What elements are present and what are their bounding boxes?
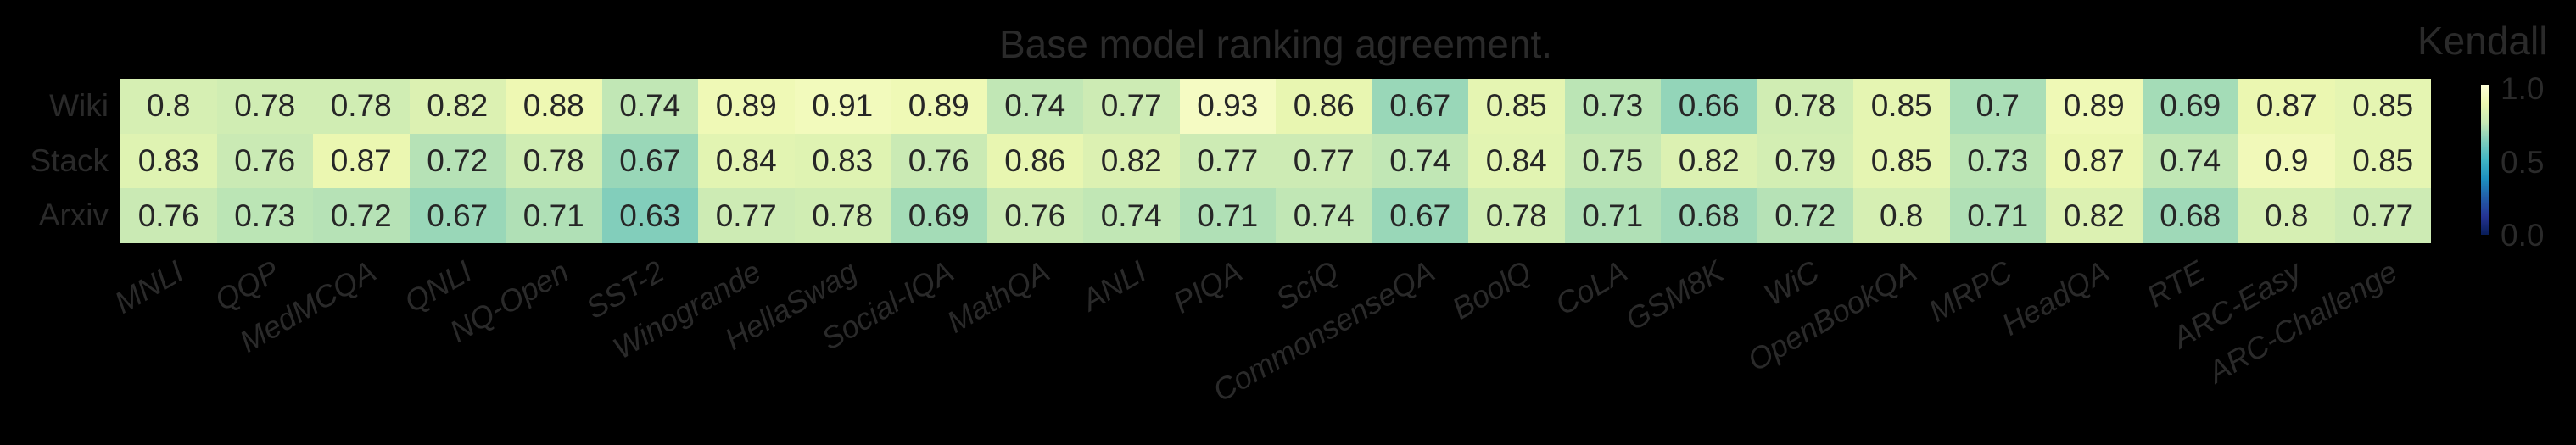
colorbar xyxy=(2481,85,2489,235)
heatmap-cell: 0.76 xyxy=(216,133,313,189)
heatmap-cell: 0.71 xyxy=(1949,188,2046,243)
heatmap-cell: 0.74 xyxy=(601,79,698,134)
heatmap-cell: 0.9 xyxy=(2238,133,2335,189)
colorbar-tick-mid: 0.5 xyxy=(2501,145,2545,180)
heatmap-cell: 0.67 xyxy=(1372,79,1468,134)
heatmap-cell: 0.72 xyxy=(1757,188,1853,243)
column-label: OpenBookQA xyxy=(1741,253,1922,378)
heatmap-cell: 0.68 xyxy=(2142,188,2238,243)
column-label: PIQA xyxy=(1167,253,1249,320)
heatmap-cell: 0.67 xyxy=(1372,188,1468,243)
heatmap-cell: 0.8 xyxy=(1853,188,1950,243)
heatmap-cell: 0.8 xyxy=(120,79,217,134)
colorbar-label: Kendall xyxy=(2417,19,2548,63)
row-label: Arxiv xyxy=(38,197,109,233)
heatmap-cell: 0.85 xyxy=(1853,79,1950,134)
heatmap-cell: 0.89 xyxy=(698,79,795,134)
heatmap-cell: 0.73 xyxy=(216,188,313,243)
heatmap-cell: 0.77 xyxy=(2334,188,2431,243)
heatmap-cell: 0.82 xyxy=(2046,188,2143,243)
heatmap-cell: 0.71 xyxy=(1179,188,1276,243)
heatmap-cell: 0.83 xyxy=(794,133,891,189)
heatmap-cell: 0.86 xyxy=(986,133,1083,189)
heatmap-cell: 0.63 xyxy=(601,188,698,243)
heatmap-cell: 0.76 xyxy=(891,133,987,189)
heatmap-cell: 0.7 xyxy=(1949,79,2046,134)
heatmap-cell: 0.82 xyxy=(1661,133,1757,189)
row-label: Wiki xyxy=(49,88,109,123)
heatmap-cell: 0.71 xyxy=(1564,188,1661,243)
heatmap-cell: 0.87 xyxy=(313,133,410,189)
chart-title: Base model ranking agreement. xyxy=(998,22,1553,66)
heatmap-cell: 0.84 xyxy=(1468,133,1565,189)
heatmap-cell: 0.69 xyxy=(2142,79,2238,134)
heatmap-cell: 0.8 xyxy=(2238,188,2335,243)
heatmap-cell: 0.87 xyxy=(2238,79,2335,134)
heatmap-cell: 0.77 xyxy=(1276,133,1372,189)
heatmap-cell: 0.74 xyxy=(2142,133,2238,189)
heatmap-cell: 0.66 xyxy=(1661,79,1757,134)
heatmap-cell: 0.74 xyxy=(1083,188,1180,243)
column-label: MNLI xyxy=(108,253,189,320)
heatmap-cell: 0.68 xyxy=(1661,188,1757,243)
heatmap-cell: 0.82 xyxy=(1083,133,1180,189)
heatmap-cell: 0.91 xyxy=(794,79,891,134)
heatmap-cell: 0.73 xyxy=(1949,133,2046,189)
colorbar-tick-max: 1.0 xyxy=(2501,71,2545,106)
heatmap-cell: 0.78 xyxy=(1757,79,1853,134)
heatmap-cell: 0.79 xyxy=(1757,133,1853,189)
heatmap-cell: 0.77 xyxy=(1179,133,1276,189)
heatmap-cell: 0.72 xyxy=(409,133,506,189)
heatmap-cell: 0.82 xyxy=(409,79,506,134)
heatmap-cell: 0.86 xyxy=(1276,79,1372,134)
heatmap-cell: 0.85 xyxy=(2334,79,2431,134)
heatmap-cell: 0.76 xyxy=(120,188,217,243)
heatmap-cell: 0.77 xyxy=(698,188,795,243)
row-label: Stack xyxy=(30,142,109,178)
heatmap-cell: 0.89 xyxy=(891,79,987,134)
heatmap-cell: 0.72 xyxy=(313,188,410,243)
heatmap-cell: 0.78 xyxy=(216,79,313,134)
heatmap-cell: 0.74 xyxy=(986,79,1083,134)
column-label: MathQA xyxy=(941,253,1056,340)
heatmap-cell: 0.83 xyxy=(120,133,217,189)
heatmap-cell: 0.78 xyxy=(794,188,891,243)
heatmap-cell: 0.74 xyxy=(1372,133,1468,189)
heatmap-cell: 0.67 xyxy=(601,133,698,189)
heatmap-cell: 0.67 xyxy=(409,188,506,243)
heatmap-cell: 0.93 xyxy=(1179,79,1276,134)
heatmap-cell: 0.74 xyxy=(1276,188,1372,243)
heatmap-cell: 0.78 xyxy=(313,79,410,134)
column-label: WiC xyxy=(1757,253,1825,313)
heatmap-cell: 0.73 xyxy=(1564,79,1661,134)
heatmap-cell: 0.78 xyxy=(1468,188,1565,243)
column-label: HeadQA xyxy=(1995,253,2115,342)
column-label: ANLI xyxy=(1075,253,1152,318)
heatmap-cell: 0.69 xyxy=(891,188,987,243)
heatmap-cell: 0.71 xyxy=(506,188,602,243)
heatmap-cell: 0.77 xyxy=(1083,79,1180,134)
heatmap-cell: 0.85 xyxy=(1468,79,1565,134)
heatmap-cell: 0.85 xyxy=(1853,133,1950,189)
heatmap-cell: 0.75 xyxy=(1564,133,1661,189)
heatmap-cell: 0.88 xyxy=(506,79,602,134)
colorbar-tick-min: 0.0 xyxy=(2501,218,2545,253)
column-label: BoolQ xyxy=(1445,253,1537,326)
heatmap-cell: 0.85 xyxy=(2334,133,2431,189)
heatmap-cell: 0.89 xyxy=(2046,79,2143,134)
heatmap-cell: 0.84 xyxy=(698,133,795,189)
column-label: GSM8K xyxy=(1619,253,1729,337)
heatmap-cell: 0.87 xyxy=(2046,133,2143,189)
column-label: CoLA xyxy=(1549,253,1634,322)
heatmap-grid: 0.8 0.78 0.78 0.82 0.88 0.74 0.89 0.91 0.89 0.74 0… xyxy=(120,79,2431,243)
heatmap-cell: 0.78 xyxy=(506,133,602,189)
heatmap-cell: 0.76 xyxy=(986,188,1083,243)
